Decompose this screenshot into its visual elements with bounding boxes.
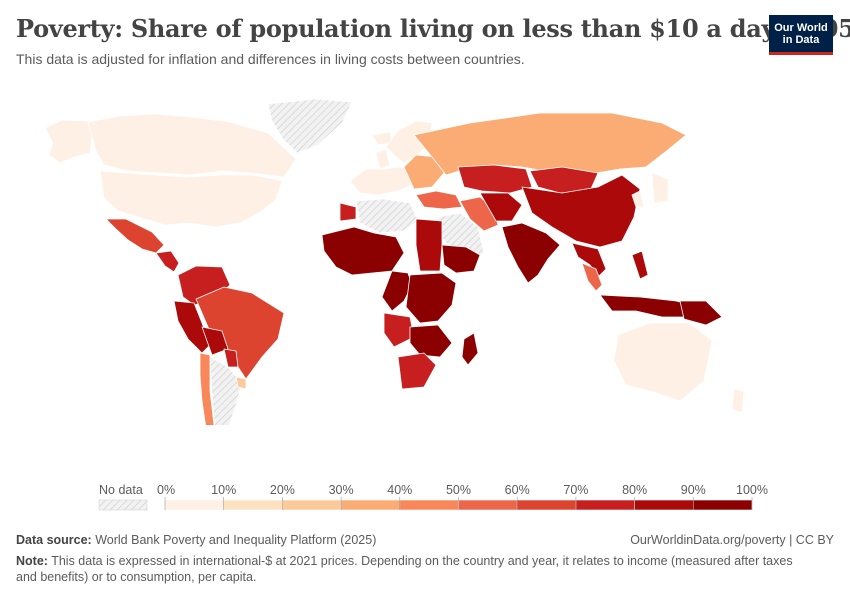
- region-bolivia[interactable]: [201, 326, 229, 356]
- region-japan[interactable]: [651, 172, 669, 204]
- legend-bin-8[interactable]: [634, 499, 694, 511]
- legend-bin-2[interactable]: [282, 499, 342, 511]
- region-mexico[interactable]: [105, 218, 165, 254]
- legend-tick-4: 40%: [387, 483, 412, 497]
- legend-tick-1: 10%: [211, 483, 236, 497]
- region-papua-new-guinea[interactable]: [679, 300, 723, 326]
- legend-no-data-label: No data: [99, 483, 143, 497]
- region-east-africa[interactable]: [405, 272, 457, 324]
- region-madagascar[interactable]: [461, 332, 479, 366]
- source-url-link[interactable]: OurWorldinData.org/poverty | CC BY: [630, 533, 834, 547]
- region-algeria-libya[interactable]: [355, 198, 419, 234]
- region-south-africa[interactable]: [397, 352, 437, 390]
- region-caucasus-turkey[interactable]: [415, 190, 463, 210]
- region-argentina[interactable]: [209, 356, 243, 425]
- logo-text-line1: Our World: [774, 21, 828, 34]
- region-india[interactable]: [501, 222, 561, 284]
- region-angola[interactable]: [383, 312, 415, 348]
- legend-tick-8: 80%: [622, 483, 647, 497]
- source-text: World Bank Poverty and Inequality Platfo…: [95, 533, 377, 547]
- legend-tick-6: 60%: [505, 483, 530, 497]
- note-text: This data is expressed in international-…: [16, 554, 793, 584]
- legend-bin-3[interactable]: [340, 499, 401, 511]
- legend-tick-0: 0%: [157, 483, 175, 497]
- region-morocco[interactable]: [339, 202, 357, 222]
- chart-title: Poverty: Share of population living on l…: [16, 14, 850, 43]
- region-central-america[interactable]: [155, 250, 180, 273]
- region-central-africa[interactable]: [381, 270, 413, 312]
- region-thailand[interactable]: [581, 262, 603, 292]
- region-egypt-sudan[interactable]: [415, 218, 443, 272]
- region-philippines[interactable]: [631, 250, 649, 280]
- chart-subtitle: This data is adjusted for inflation and …: [16, 51, 525, 67]
- region-new-zealand[interactable]: [731, 388, 745, 414]
- color-legend: No data 0% 10% 20% 30% 40% 50% 60% 70% 80% 90% 100%: [98, 483, 768, 511]
- region-canada[interactable]: [87, 113, 297, 178]
- region-paraguay[interactable]: [223, 348, 239, 368]
- region-western-europe[interactable]: [349, 166, 415, 196]
- world-map: [44, 98, 745, 425]
- legend-bin-7[interactable]: [575, 499, 635, 511]
- region-ecuador-peru[interactable]: [173, 300, 211, 354]
- region-united-kingdom-ireland[interactable]: [375, 148, 391, 170]
- region-west-africa[interactable]: [321, 226, 405, 276]
- legend-tick-7: 70%: [563, 483, 588, 497]
- legend-no-data-swatch[interactable]: [98, 499, 148, 511]
- legend-bin-4[interactable]: [399, 499, 459, 511]
- legend-tick-3: 30%: [329, 483, 354, 497]
- region-central-asia[interactable]: [479, 192, 523, 222]
- region-greenland[interactable]: [267, 98, 353, 154]
- region-korea[interactable]: [631, 190, 645, 208]
- region-united-states[interactable]: [99, 170, 283, 228]
- region-uruguay[interactable]: [235, 376, 247, 390]
- legend-bin-6[interactable]: [516, 499, 577, 511]
- source-label: Data source:: [16, 533, 92, 547]
- legend-tick-2: 20%: [270, 483, 295, 497]
- region-horn-of-africa[interactable]: [441, 244, 481, 274]
- legend-tick-9: 90%: [681, 483, 706, 497]
- legend-bin-9[interactable]: [692, 499, 753, 511]
- legend-tick-10: 100%: [736, 483, 768, 497]
- legend-bin-5[interactable]: [458, 499, 518, 511]
- note-label: Note:: [16, 554, 48, 568]
- region-russia[interactable]: [413, 112, 687, 176]
- legend-tick-5: 50%: [446, 483, 471, 497]
- region-australia[interactable]: [613, 322, 713, 402]
- region-kazakhstan[interactable]: [457, 164, 533, 194]
- legend-bin-0[interactable]: [164, 499, 225, 511]
- owid-logo[interactable]: Our World in Data: [769, 15, 833, 55]
- region-southern-africa[interactable]: [409, 324, 453, 358]
- logo-text-line2: in Data: [782, 33, 820, 46]
- legend-bin-1[interactable]: [223, 499, 283, 511]
- data-source: Data source: World Bank Poverty and Ineq…: [16, 533, 376, 547]
- region-china[interactable]: [521, 174, 641, 248]
- region-alaska[interactable]: [44, 119, 93, 164]
- source-line: Data source: World Bank Poverty and Ineq…: [16, 533, 834, 547]
- footnote: Note: This data is expressed in internat…: [16, 553, 816, 585]
